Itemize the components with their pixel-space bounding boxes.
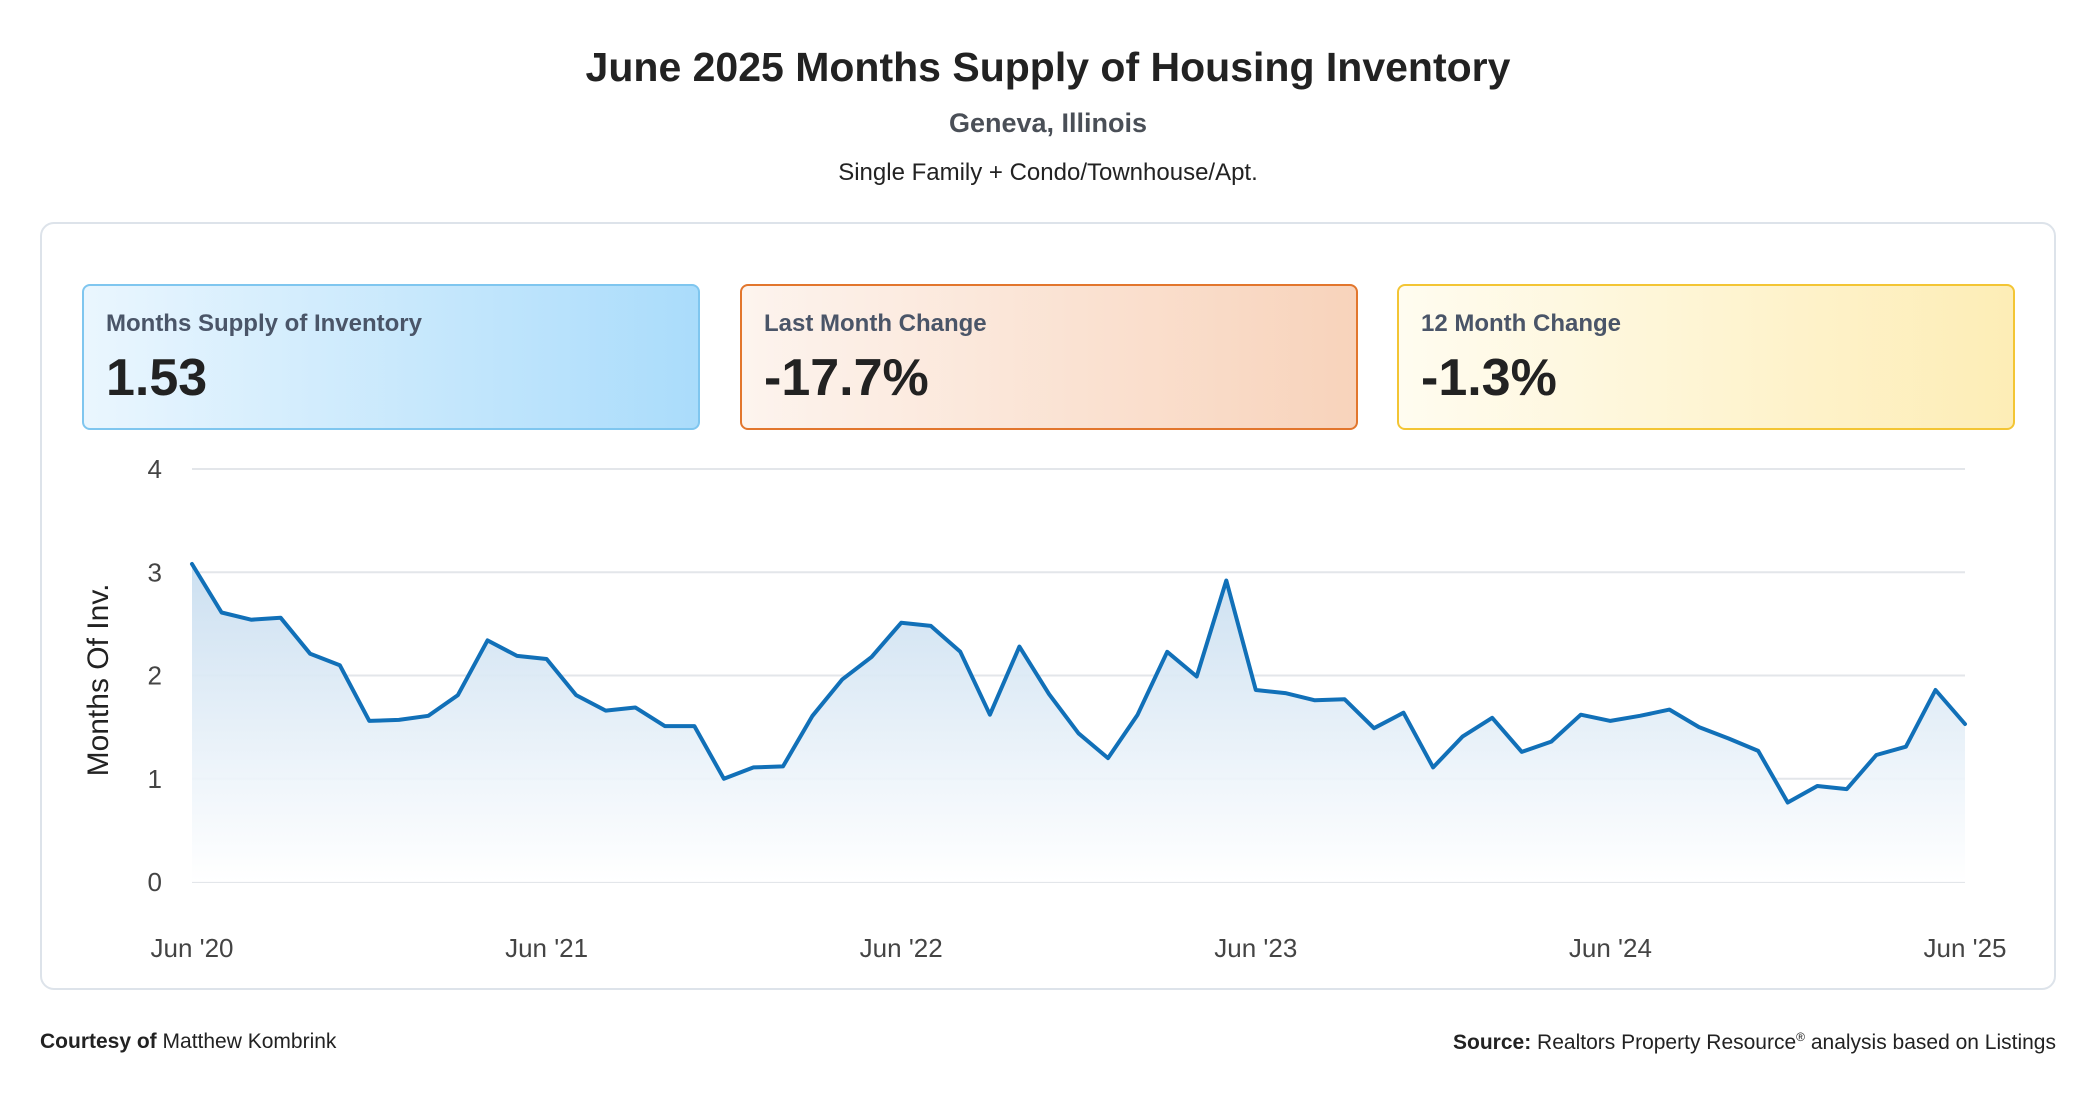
footer-courtesy: Courtesy of Matthew Kombrink <box>40 1030 336 1054</box>
registered-mark: ® <box>1796 1030 1805 1044</box>
y-tick-label: 0 <box>148 867 162 897</box>
courtesy-name: Matthew Kombrink <box>162 1030 337 1053</box>
area-layer <box>192 564 1965 882</box>
y-tick-label: 3 <box>148 557 162 587</box>
source-prefix: Source: <box>1453 1031 1532 1054</box>
card-12-month-change-value: -1.3% <box>1421 349 1557 407</box>
y-tick-label: 2 <box>148 661 162 691</box>
line-layer <box>190 562 1967 805</box>
card-12-month-change-label: 12 Month Change <box>1421 310 1622 337</box>
card-months-supply: Months Supply of Inventory 1.53 <box>82 284 700 430</box>
y-tick-layer: 0 1 2 3 4 <box>148 454 162 897</box>
x-tick-label: Jun '21 <box>505 933 588 963</box>
series-line <box>190 562 1967 805</box>
x-tick-label: Jun '25 <box>1923 933 2006 963</box>
x-tick-label: Jun '22 <box>860 933 943 963</box>
card-months-supply-label: Months Supply of Inventory <box>106 310 422 337</box>
courtesy-prefix: Courtesy of <box>40 1030 157 1053</box>
chart-title: June 2025 Months Supply of Housing Inven… <box>585 44 1511 90</box>
card-12-month-change: 12 Month Change -1.3% <box>1397 284 2015 430</box>
source-suffix: analysis based on Listings <box>1805 1031 2056 1054</box>
property-types-subtitle: Single Family + Condo/Townhouse/Apt. <box>838 159 1258 186</box>
x-tick-label: Jun '20 <box>150 933 233 963</box>
card-months-supply-value: 1.53 <box>106 349 208 407</box>
x-tick-layer: Jun '20 Jun '21 Jun '22 Jun '23 Jun '24 Jun '… <box>150 933 2006 963</box>
y-tick-label: 4 <box>148 454 162 484</box>
card-last-month-change-value: -17.7% <box>764 349 929 407</box>
location-subtitle: Geneva, Illinois <box>948 108 1148 138</box>
card-last-month-change-label: Last Month Change <box>764 310 987 337</box>
source-text: Realtors Property Resource <box>1537 1031 1797 1054</box>
x-tick-label: Jun '24 <box>1569 933 1652 963</box>
y-tick-label: 1 <box>148 764 162 794</box>
x-tick-label: Jun '23 <box>1214 933 1297 963</box>
y-axis-label: Months Of Inv. <box>82 584 115 777</box>
series-area <box>192 564 1965 882</box>
card-last-month-change: Last Month Change -17.7% <box>740 284 1358 430</box>
footer-source: Source: Realtors Property Resource® anal… <box>1453 1030 2056 1055</box>
